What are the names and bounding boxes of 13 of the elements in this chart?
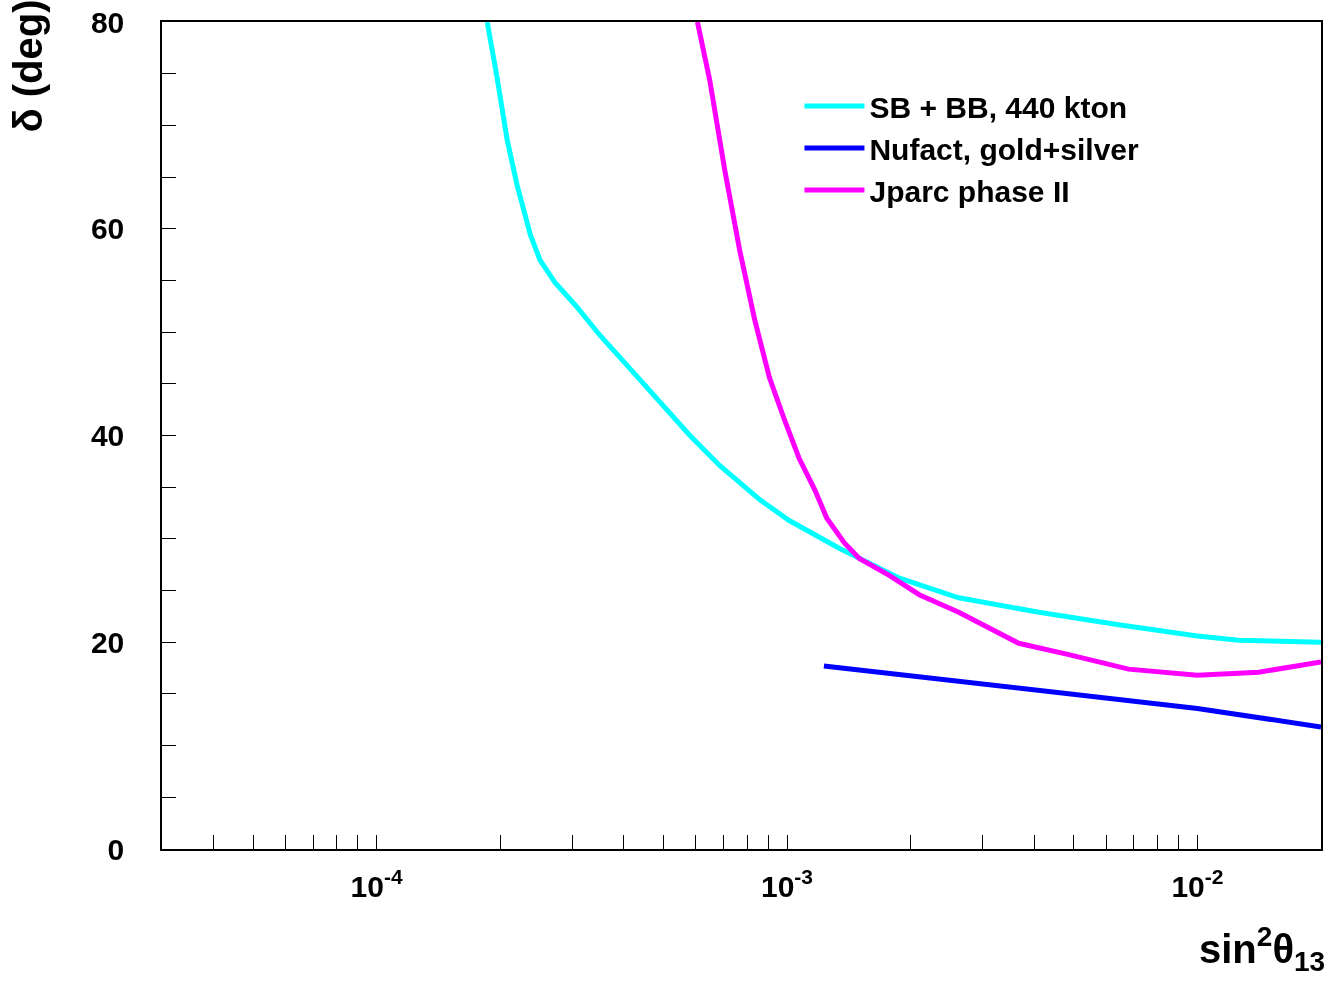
y-tick-label: 0 (107, 832, 125, 866)
x-axis-title: sin$^{2}$θ$_{13}$ (1199, 921, 1326, 978)
y-tick-label: 60 (90, 212, 125, 246)
y-tick-label: 40 (90, 419, 125, 452)
x-tick-label: 10$^{-4}$ (350, 865, 403, 903)
legend-label: Nufact, gold+silver (869, 132, 1140, 166)
y-axis-title: δ (deg) (6, 0, 51, 133)
legend-label: SB + BB, 440 kton (869, 90, 1128, 124)
x-tick-label: 10$^{-3}$ (761, 865, 814, 903)
y-tick-label: 20 (90, 625, 125, 659)
y-tick-label: 80 (90, 5, 125, 39)
x-tick-label: 10$^{-2}$ (1171, 865, 1224, 903)
legend-label: Jparc phase II (869, 174, 1070, 208)
